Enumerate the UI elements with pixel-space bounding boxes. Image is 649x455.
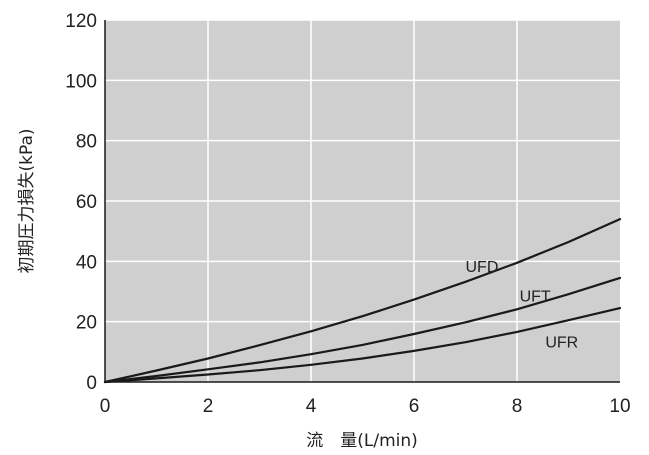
y-tick-label: 100 [65,71,97,92]
series-label-uft: UFT [520,289,551,306]
series-line-uft [103,276,622,384]
y-tick-label: 20 [76,313,97,334]
series-line-ufr [103,307,622,384]
series-lines [103,218,622,384]
y-tick-label: 40 [76,252,97,273]
x-tick-label: 0 [100,396,111,417]
series-label-ufr: UFR [545,334,578,351]
y-axis-label: 初期圧力損失(kPa) [17,128,37,273]
series-line-ufd [103,218,622,384]
axes [104,20,620,383]
x-tick-label: 4 [306,396,317,417]
x-tick-label: 2 [203,396,214,417]
x-tick-label: 10 [609,396,630,417]
series-label-ufd: UFD [466,259,499,276]
series-labels: UFD UFT UFR [466,259,579,352]
x-tick-label: 8 [512,396,523,417]
y-tick-label: 120 [65,11,97,32]
y-tick-label: 60 [76,192,97,213]
x-axis-label: 流 量(L/min) [306,431,418,451]
x-tick-label: 6 [409,396,420,417]
grid-lines [105,19,620,382]
y-tick-label: 0 [86,373,97,394]
y-tick-label: 80 [76,132,97,153]
